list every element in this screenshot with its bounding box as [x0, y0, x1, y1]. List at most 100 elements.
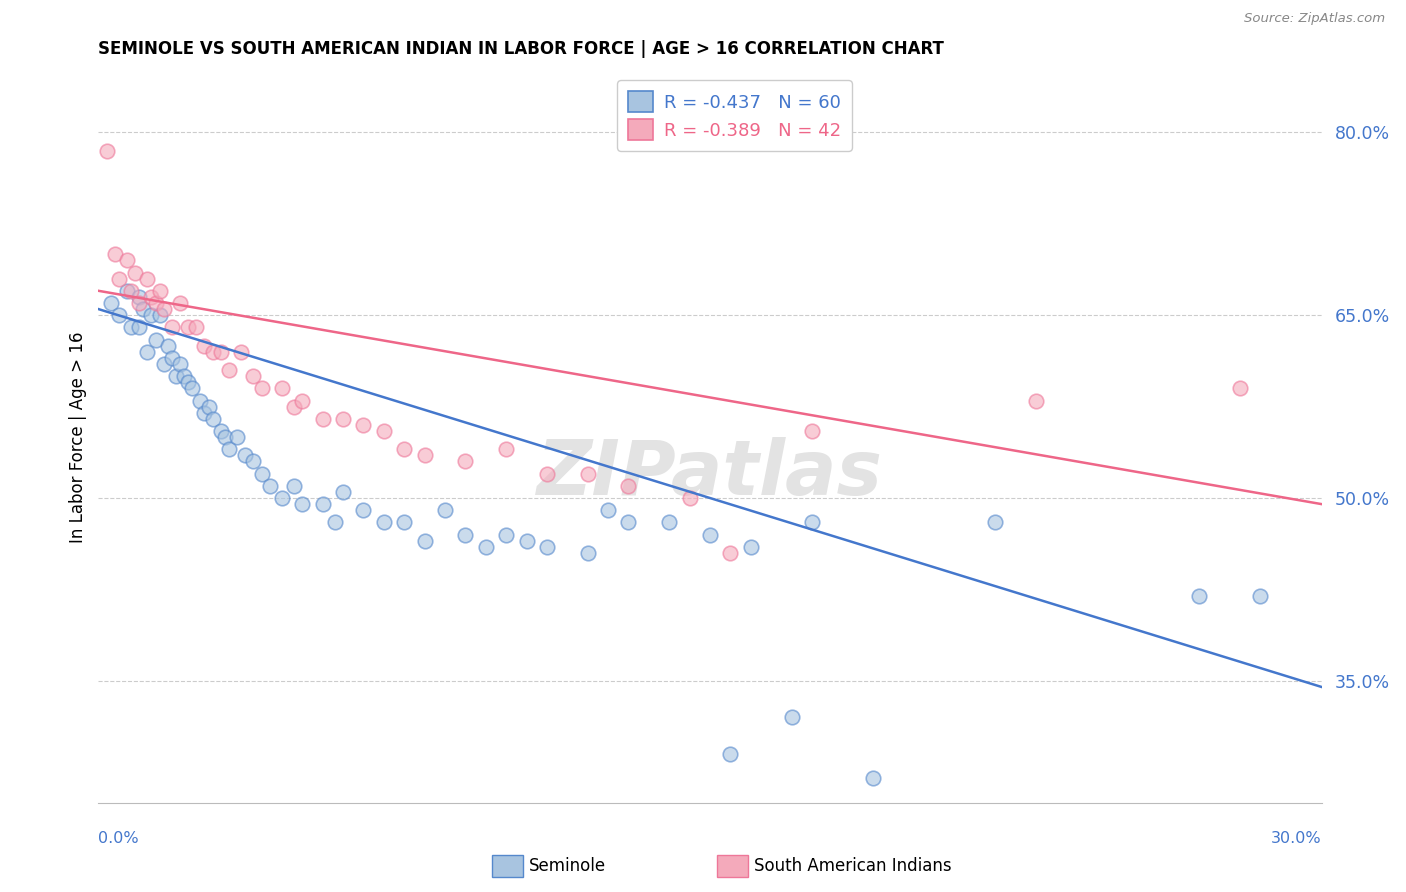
Text: South American Indians: South American Indians [754, 857, 952, 875]
Point [862, 772, 884, 786]
Point [124, 266, 146, 280]
Point [283, 400, 305, 414]
Point [115, 284, 138, 298]
Point [149, 284, 172, 298]
Point [100, 296, 122, 310]
Point [352, 417, 374, 432]
Point [413, 533, 436, 548]
Point [169, 357, 191, 371]
Point [250, 467, 273, 481]
Point [104, 247, 127, 261]
Point [454, 527, 477, 541]
Point [413, 449, 436, 463]
Point [141, 308, 163, 322]
Point [576, 546, 599, 560]
Point [495, 527, 517, 541]
Point [120, 320, 142, 334]
Point [231, 344, 253, 359]
Point [780, 710, 803, 724]
Point [392, 516, 416, 530]
Point [352, 503, 374, 517]
Point [740, 540, 762, 554]
Point [270, 491, 294, 505]
Point [984, 516, 1007, 530]
Point [145, 333, 167, 347]
Point [186, 320, 208, 334]
Point [156, 339, 179, 353]
Point [454, 454, 477, 468]
Point [152, 357, 174, 371]
Point [169, 296, 191, 310]
Point [160, 320, 183, 334]
Point [165, 369, 187, 384]
Point [177, 376, 200, 390]
Point [115, 253, 138, 268]
Point [136, 271, 159, 285]
Point [679, 491, 702, 505]
Point [242, 454, 264, 468]
Point [233, 449, 256, 463]
Point [617, 516, 640, 530]
Point [270, 381, 294, 395]
Point [193, 406, 215, 420]
Point [576, 467, 599, 481]
Point [617, 479, 640, 493]
Point [96, 144, 118, 158]
Point [128, 320, 150, 334]
Point [181, 381, 204, 395]
Text: SEMINOLE VS SOUTH AMERICAN INDIAN IN LABOR FORCE | AGE > 16 CORRELATION CHART: SEMINOLE VS SOUTH AMERICAN INDIAN IN LAB… [98, 40, 945, 58]
Point [718, 546, 742, 560]
Point [536, 467, 558, 481]
Point [193, 339, 215, 353]
Y-axis label: In Labor Force | Age > 16: In Labor Force | Age > 16 [69, 331, 87, 543]
Point [132, 301, 155, 317]
Point [516, 533, 538, 548]
Point [536, 540, 558, 554]
Point [1188, 589, 1211, 603]
Point [283, 479, 305, 493]
Point [250, 381, 273, 395]
Point [160, 351, 183, 365]
Point [259, 479, 281, 493]
Point [332, 412, 354, 426]
Point [214, 430, 236, 444]
Point [209, 424, 232, 438]
Point [197, 400, 219, 414]
Point [312, 497, 335, 511]
Point [1249, 589, 1271, 603]
Legend: R = -0.437   N = 60, R = -0.389   N = 42: R = -0.437 N = 60, R = -0.389 N = 42 [617, 80, 852, 151]
Point [699, 527, 721, 541]
Point [323, 516, 346, 530]
Point [152, 301, 174, 317]
Point [201, 344, 224, 359]
Point [201, 412, 224, 426]
Point [434, 503, 457, 517]
Point [1229, 381, 1251, 395]
Point [145, 296, 167, 310]
Text: ZIPatlas: ZIPatlas [537, 437, 883, 510]
Point [332, 485, 354, 500]
Text: 30.0%: 30.0% [1271, 831, 1322, 847]
Point [373, 516, 395, 530]
Point [218, 442, 240, 457]
Point [801, 424, 824, 438]
Point [226, 430, 249, 444]
Point [108, 308, 131, 322]
Point [474, 540, 498, 554]
Point [108, 271, 131, 285]
Point [136, 344, 159, 359]
Text: Seminole: Seminole [529, 857, 606, 875]
Point [149, 308, 172, 322]
Point [658, 516, 681, 530]
Point [312, 412, 335, 426]
Point [173, 369, 195, 384]
Text: Source: ZipAtlas.com: Source: ZipAtlas.com [1244, 12, 1385, 25]
Point [801, 516, 824, 530]
Point [141, 290, 163, 304]
Point [218, 363, 240, 377]
Point [177, 320, 200, 334]
Point [188, 393, 212, 408]
Point [1025, 393, 1047, 408]
Point [373, 424, 395, 438]
Point [128, 296, 150, 310]
